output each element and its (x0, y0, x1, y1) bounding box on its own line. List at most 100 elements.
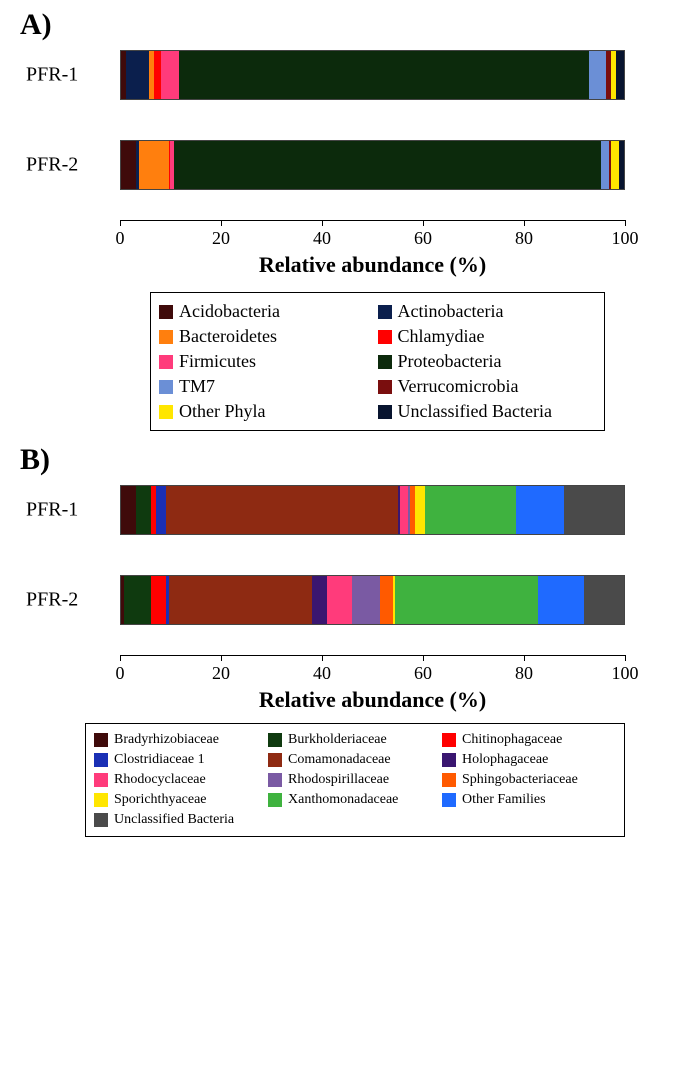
bar-segment (616, 51, 624, 99)
row-label: PFR-2 (26, 154, 116, 177)
legend-label: Chlamydiae (398, 326, 485, 347)
legend-item: Firmicutes (159, 349, 378, 374)
legend-swatch (442, 793, 456, 807)
bar-segment (538, 576, 583, 624)
legend-item: Comamonadaceae (268, 750, 442, 770)
bar-segment (619, 141, 624, 189)
legend-label: Bradyrhizobiaceae (114, 732, 219, 748)
legend-swatch (159, 355, 173, 369)
bar-segment (380, 576, 393, 624)
axis-tick (625, 220, 626, 226)
legend-label: Holophagaceae (462, 752, 548, 768)
bar-segment (156, 486, 166, 534)
panel-a-label: A) (20, 10, 660, 40)
legend-label: Bacteroidetes (179, 326, 277, 347)
legend-swatch (159, 305, 173, 319)
legend-label: Chitinophagaceae (462, 732, 562, 748)
legend-swatch (159, 330, 173, 344)
axis-tick-label: 0 (116, 663, 125, 684)
axis-tick (120, 220, 121, 226)
legend-item: Other Families (442, 790, 616, 810)
legend-item: TM7 (159, 374, 378, 399)
legend-swatch (442, 753, 456, 767)
legend-swatch (442, 773, 456, 787)
bar-segment (611, 141, 619, 189)
row-label: PFR-1 (26, 64, 116, 87)
legend-label: Rhodocyclaceae (114, 772, 206, 788)
legend-item: Actinobacteria (378, 299, 597, 324)
legend-swatch (378, 405, 392, 419)
axis-tick-label: 80 (515, 663, 533, 684)
legend-item: Sphingobacteriaceae (442, 770, 616, 790)
bar-segment (139, 141, 169, 189)
bar-segment (425, 486, 516, 534)
figure: A) PFR-1 PFR-2 0 20 40 60 80 100 Relative abun… (0, 0, 680, 1069)
legend-label: Burkholderiaceae (288, 732, 387, 748)
axis-tick (423, 220, 424, 226)
legend-swatch (268, 793, 282, 807)
legend-label: Xanthomonadaceae (288, 792, 398, 808)
legend-item: Bacteroidetes (159, 324, 378, 349)
panel-b-xlabel: Relative abundance (%) (120, 687, 625, 713)
bar-segment (415, 486, 425, 534)
legend-item: Rhodocyclaceae (94, 770, 268, 790)
legend-item: Chlamydiae (378, 324, 597, 349)
legend-label: Rhodospirillaceae (288, 772, 389, 788)
legend-swatch (94, 733, 108, 747)
legend-item: Burkholderiaceae (268, 730, 442, 750)
axis-tick-label: 20 (212, 663, 230, 684)
legend-swatch (378, 355, 392, 369)
legend-item: Unclassified Bacteria (94, 810, 268, 830)
bar-row: PFR-1 (120, 50, 625, 100)
bar-segment (161, 51, 179, 99)
legend-label: Unclassified Bacteria (398, 401, 552, 422)
bar-segment (151, 576, 166, 624)
legend-label: Unclassified Bacteria (114, 812, 234, 828)
axis-tick-label: 100 (612, 228, 639, 249)
axis-tick-label: 60 (414, 228, 432, 249)
bar-segment (136, 486, 151, 534)
bar-segment (179, 51, 589, 99)
axis-tick-label: 20 (212, 228, 230, 249)
legend-label: Actinobacteria (398, 301, 504, 322)
bar-segment (154, 51, 162, 99)
legend-label: TM7 (179, 376, 215, 397)
legend-item: Sporichthyaceae (94, 790, 268, 810)
panel-b-label: B) (20, 445, 660, 475)
axis-tick-label: 40 (313, 663, 331, 684)
axis-tick-label: 0 (116, 228, 125, 249)
legend-label: Comamonadaceae (288, 752, 391, 768)
axis-tick-label: 60 (414, 663, 432, 684)
bar-segment (327, 576, 352, 624)
legend-swatch (94, 793, 108, 807)
legend-item: Bradyrhizobiaceae (94, 730, 268, 750)
legend-swatch (378, 330, 392, 344)
axis-tick (423, 655, 424, 661)
legend-swatch (94, 753, 108, 767)
legend-label: Acidobacteria (179, 301, 280, 322)
legend-label: Verrucomicrobia (398, 376, 519, 397)
panel-a-legend: Acidobacteria Actinobacteria Bacteroidetes… (150, 292, 605, 431)
bar-segment (516, 486, 564, 534)
bar-segment (400, 486, 408, 534)
panel-a-xlabel: Relative abundance (%) (120, 252, 625, 278)
axis-tick (221, 220, 222, 226)
axis-tick (221, 655, 222, 661)
bar-segment (166, 486, 397, 534)
bar-segment (312, 576, 327, 624)
axis-tick-label: 40 (313, 228, 331, 249)
legend-item: Verrucomicrobia (378, 374, 597, 399)
bar-segment (395, 576, 538, 624)
legend-item: Other Phyla (159, 399, 378, 424)
axis-tick-label: 100 (612, 663, 639, 684)
bar-segment (121, 486, 136, 534)
legend-item: Rhodospirillaceae (268, 770, 442, 790)
axis-tick (524, 655, 525, 661)
bar-segment (601, 141, 609, 189)
row-label: PFR-2 (26, 589, 116, 612)
axis-tick (625, 655, 626, 661)
bar-segment (124, 576, 152, 624)
legend-label: Sphingobacteriaceae (462, 772, 578, 788)
panel-b-chart: PFR-1PFR-2 020406080100 Relative abundan… (20, 475, 660, 695)
axis-tick (524, 220, 525, 226)
